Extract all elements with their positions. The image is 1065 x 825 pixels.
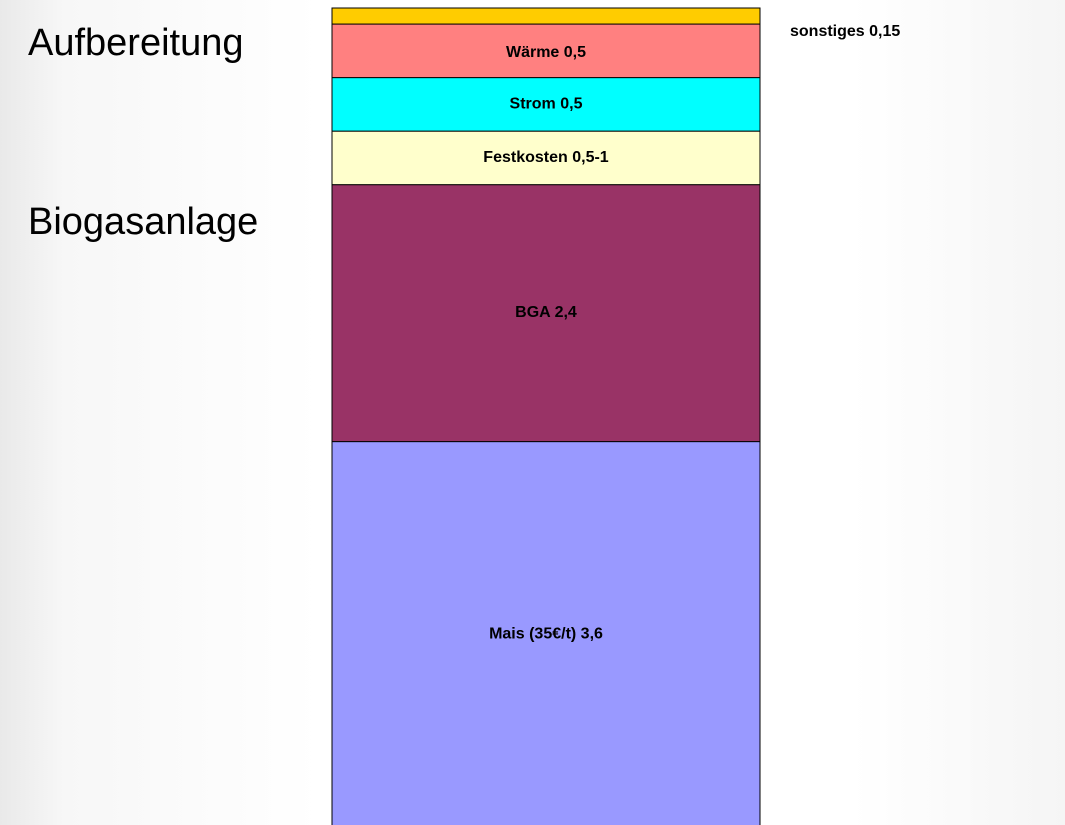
value-label: 0,5 [564,44,586,61]
series-name: Strom [510,96,556,113]
value-label: 0,5 [560,96,582,113]
bar-segment [331,77,761,132]
segment-label: sonstiges 0,15 [790,23,900,40]
segment-label: Festkosten 0,5-1 [483,149,608,166]
value-label: 0,5-1 [572,149,609,166]
value-label: 2,4 [555,304,577,321]
annotation: Biogasanlage [28,201,258,243]
segment-label: Wärme 0,5 [506,44,586,61]
value-label: 3,6 [581,626,603,643]
series-name: sonstiges [790,23,865,40]
series-name: Wärme [506,44,559,61]
series-name: BGA [515,304,551,321]
bar-segment [331,7,761,25]
bar-segment [331,130,761,186]
segment-label: Strom 0,5 [510,96,583,113]
value-label: 0,15 [869,23,900,40]
bar-segment [331,23,761,79]
bar-segment [331,441,761,825]
bar-segment [331,184,761,443]
segment-label: BGA 2,4 [515,304,577,321]
series-name: Mais (35€/t) [489,626,576,643]
annotation: Aufbereitung [28,22,244,64]
series-name: Festkosten [483,149,567,166]
segment-label: Mais (35€/t) 3,6 [489,626,603,643]
